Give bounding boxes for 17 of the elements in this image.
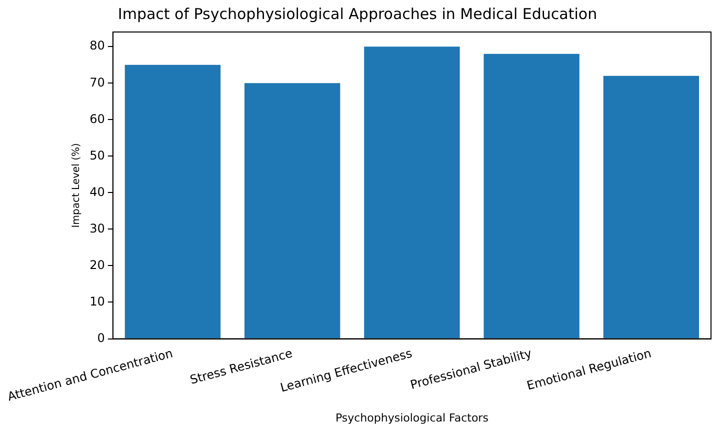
bar xyxy=(244,83,340,338)
bar xyxy=(364,46,460,338)
chart-title: Impact of Psychophysiological Approaches in Medical Education xyxy=(118,4,598,23)
y-tick-label: 80 xyxy=(90,38,105,53)
bar xyxy=(124,64,221,338)
y-tick-label: 50 xyxy=(90,148,105,162)
bar xyxy=(603,76,700,338)
y-tick-label: 30 xyxy=(90,221,105,236)
y-tick-label: 0 xyxy=(97,330,105,345)
y-axis-title: Impact Level (%) xyxy=(71,142,82,228)
bar xyxy=(484,54,580,338)
y-tick-label: 20 xyxy=(90,258,105,272)
y-tick-label: 10 xyxy=(90,294,105,308)
x-axis-title: Psychophysiological Factors xyxy=(335,411,489,424)
y-tick-label: 70 xyxy=(90,75,105,90)
y-tick-label: 60 xyxy=(90,112,105,126)
y-tick-label: 40 xyxy=(90,184,105,199)
